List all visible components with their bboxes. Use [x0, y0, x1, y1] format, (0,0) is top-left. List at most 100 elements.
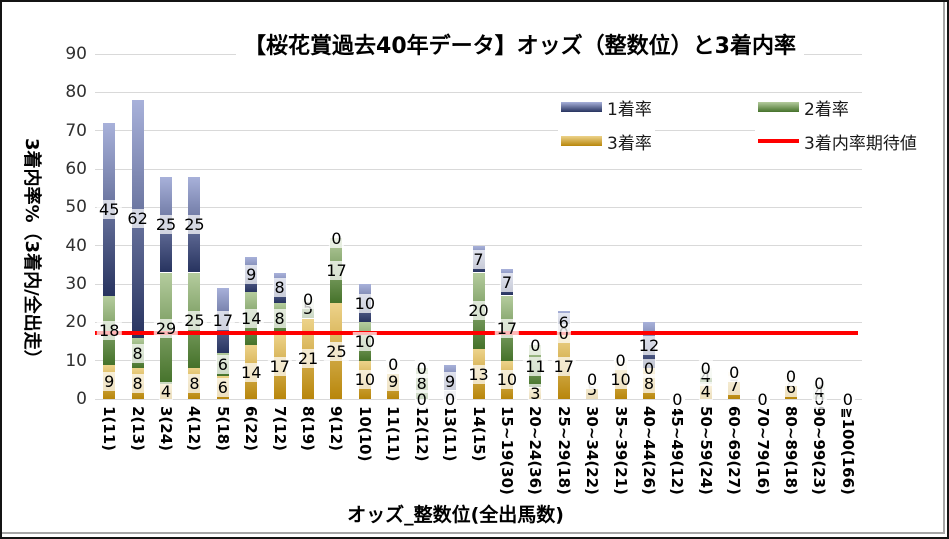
legend-item-expected-line: 3着内率期待値 [755, 130, 920, 154]
x-tick-label: 14(15) [469, 406, 488, 462]
data-label-second-rate: 18 [97, 320, 122, 340]
data-label-first-rate: 8 [272, 278, 287, 298]
x-tick-label: 15~19(30) [497, 406, 516, 495]
legend-swatch-expected-line [758, 139, 799, 143]
x-tick-label: 13(11) [441, 406, 460, 462]
legend-label-expected-line: 3着内率期待値 [804, 133, 917, 154]
data-label-second-rate: 10 [352, 332, 378, 351]
expected-value-line [95, 330, 858, 335]
data-label-third-rate: 9 [386, 372, 401, 392]
x-tick-label: ≧100(166) [838, 406, 857, 495]
data-label-third-rate: 21 [295, 349, 321, 369]
data-label-third-rate: 13 [466, 364, 491, 384]
data-label-first-rate: 12 [636, 335, 662, 355]
data-label-second-rate: 8 [130, 343, 145, 363]
data-label-first-rate: 7 [499, 272, 514, 292]
data-label-first-rate: 0 [783, 366, 799, 386]
data-label-third-rate: 0 [414, 389, 429, 409]
x-tick-label: 40~44(26) [639, 406, 658, 495]
chart-title-text: 【桜花賞過去40年データ】オッズ（整数位）と3着内率 [236, 28, 804, 60]
legend-swatch-first-rate [561, 102, 602, 112]
x-tick-label: 4(12) [185, 406, 204, 452]
y-tick-label-30: 30 [65, 274, 87, 294]
data-label-second-rate: 0 [442, 389, 458, 409]
data-label-first-rate: 0 [585, 370, 600, 390]
chart-title: 【桜花賞過去40年データ】オッズ（整数位）と3着内率 [97, 28, 943, 60]
data-label-first-rate: 0 [698, 358, 713, 378]
x-tick-label: 11(11) [384, 406, 403, 462]
data-label-second-rate: 17 [324, 261, 349, 281]
data-label-first-rate: 9 [442, 372, 458, 392]
data-label-third-rate: 9 [102, 372, 117, 392]
data-label-second-rate: 8 [272, 309, 287, 328]
gridline-0 [95, 398, 862, 400]
y-tick-label-70: 70 [65, 120, 87, 141]
data-label-second-rate: 20 [466, 301, 491, 321]
data-label-third-rate: 17 [551, 356, 576, 376]
data-label-first-rate: 9 [244, 264, 259, 284]
legend-item-first-rate: 1着率 [558, 96, 655, 120]
data-label-first-rate: 25 [153, 215, 179, 235]
data-label-third-rate: 4 [698, 381, 713, 401]
data-label-third-rate: 3 [528, 383, 543, 403]
x-tick-label: 2(13) [128, 406, 147, 452]
y-tick-label-10: 10 [65, 350, 87, 371]
y-tick-label-60: 60 [65, 159, 87, 179]
x-tick-label: 35~39(21) [611, 406, 630, 495]
data-label-first-rate: 0 [812, 374, 827, 394]
data-label-first-rate: 17 [210, 310, 236, 330]
legend-item-second-rate: 2着率 [755, 96, 852, 120]
data-label-third-rate: 8 [641, 374, 657, 394]
legend-label-first-rate: 1着率 [607, 99, 652, 120]
data-label-second-rate: 14 [239, 309, 264, 328]
y-tick-label-0: 0 [76, 389, 87, 409]
data-label-third-rate: 6 [215, 378, 230, 397]
data-label-first-rate: 0 [300, 289, 316, 309]
data-label-first-rate: 0 [528, 335, 543, 355]
x-tick-label: 5(18) [213, 406, 232, 452]
legend-item-third-rate: 3着率 [558, 130, 655, 154]
y-tick-label-90: 90 [65, 44, 87, 64]
y-tick-label-50: 50 [65, 197, 87, 218]
data-label-first-rate: 7 [471, 249, 486, 269]
data-label-second-rate: 6 [215, 355, 230, 374]
data-label-third-rate: 10 [352, 370, 378, 390]
x-tick-label: 20~24(36) [526, 406, 545, 495]
gridline-50 [95, 206, 862, 208]
x-tick-label: 8(19) [299, 406, 318, 452]
data-label-first-rate: 10 [352, 293, 378, 313]
data-label-first-rate: 0 [670, 389, 685, 409]
data-label-first-rate: 0 [414, 358, 429, 378]
x-tick-label: 50~59(24) [696, 406, 715, 495]
x-tick-label: 45~49(12) [668, 406, 687, 495]
data-label-first-rate: 25 [182, 215, 207, 235]
x-tick-label: 6(22) [242, 406, 261, 452]
gridline-60 [95, 168, 862, 170]
data-label-third-rate: 14 [239, 362, 264, 382]
x-tick-label: 7(12) [270, 406, 289, 452]
legend-swatch-third-rate [561, 136, 602, 146]
data-label-third-rate: 17 [267, 356, 292, 376]
x-tick-label: 80~89(18) [781, 406, 800, 495]
data-label-first-rate: 0 [329, 228, 344, 248]
x-tick-label: 90~99(23) [810, 406, 829, 495]
x-tick-label: 9(12) [327, 406, 346, 452]
data-label-third-rate: 25 [324, 341, 349, 361]
x-tick-label: 25~29(18) [554, 406, 573, 495]
data-label-first-rate: 6 [556, 312, 571, 332]
data-label-second-rate: 17 [494, 318, 520, 338]
data-label-third-rate: 10 [494, 370, 520, 390]
data-label-second-rate: 11 [523, 356, 548, 376]
x-axis-title: オッズ_整数位(全出馬数) [347, 504, 564, 526]
y-tick-label-80: 80 [65, 82, 87, 103]
data-label-third-rate: 10 [608, 370, 633, 390]
data-label-second-rate: 0 [641, 358, 657, 378]
y-axis-title: 3着内率%（3着内/全出走） [21, 138, 42, 368]
x-tick-label: 1(11) [100, 406, 119, 452]
y-tick-label-40: 40 [65, 235, 87, 256]
x-tick-label: 10(10) [355, 406, 374, 462]
data-label-first-rate: 45 [97, 199, 122, 219]
x-tick-label: 30~34(22) [583, 406, 602, 495]
data-label-first-rate: 0 [386, 355, 401, 374]
